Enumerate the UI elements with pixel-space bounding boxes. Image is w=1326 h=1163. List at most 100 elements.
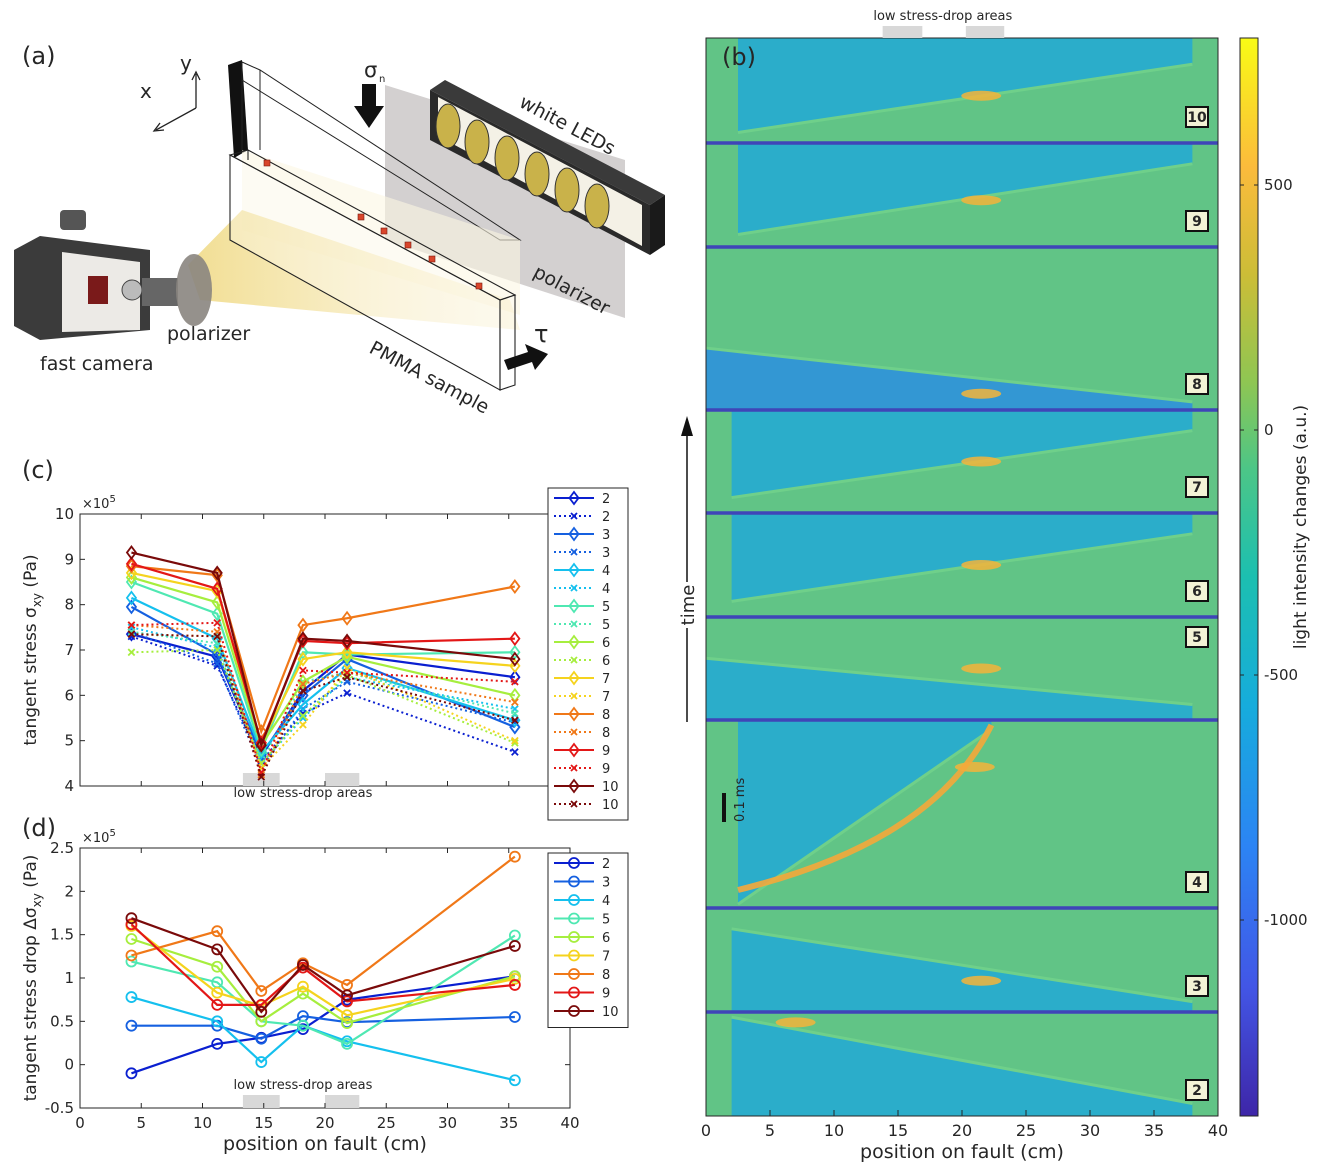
- y-tick-label: 1: [64, 969, 74, 987]
- x-tick-label: 30: [1080, 1121, 1100, 1140]
- event-strip-8: 8: [705, 247, 1218, 410]
- data-point: [257, 773, 266, 781]
- data-point: [211, 943, 224, 956]
- legend-marker: [568, 894, 580, 906]
- sigma-subscript: n: [379, 74, 385, 85]
- data-point: [511, 677, 519, 686]
- y-tick-label: 6: [64, 686, 74, 704]
- y-tick-label: 8: [64, 596, 74, 614]
- x-tick-label: 25: [377, 1114, 396, 1132]
- data-point: [297, 696, 309, 712]
- fast-camera: [14, 210, 212, 340]
- colorbar-tick-label: -500: [1264, 666, 1298, 684]
- legend-marker: [570, 548, 578, 556]
- y-axis-label-sub: xy: [30, 593, 44, 607]
- event-label: 8: [1192, 377, 1202, 393]
- series-line-3: [131, 630, 516, 770]
- series-line-9: [131, 621, 515, 776]
- series-line-2: [131, 975, 516, 1075]
- event-strip-7: 7: [706, 410, 1218, 513]
- data-point: [127, 648, 136, 657]
- event-strip-9: 9: [706, 143, 1218, 247]
- series-line-6: [131, 576, 516, 748]
- x-tick-label: 35: [1144, 1121, 1164, 1140]
- series-line-3: [131, 1014, 515, 1040]
- legend-marker: [568, 857, 580, 869]
- series-line-8: [131, 855, 516, 993]
- data-point: [299, 680, 307, 688]
- legend-marker: [568, 949, 580, 962]
- legend-marker: [568, 742, 580, 758]
- legend-entry: 9: [602, 762, 610, 777]
- data-point: [125, 912, 138, 925]
- data-point: [125, 955, 138, 968]
- legend-entry: 10: [602, 780, 619, 795]
- data-point: [509, 651, 521, 667]
- legend-marker: [568, 490, 580, 506]
- colorbar-label: light intensity changes (a.u.): [1291, 405, 1311, 649]
- data-point: [297, 980, 309, 993]
- x-tick-label: 15: [254, 1114, 273, 1132]
- data-point: [127, 628, 136, 636]
- data-point: [255, 1032, 268, 1045]
- data-point: [511, 698, 519, 706]
- panel-label-a: (a): [22, 42, 55, 70]
- y-axis-label-unit: (Pa): [21, 855, 41, 894]
- y-tick-label: 0.5: [50, 1012, 74, 1030]
- x-tick-label: 25: [1016, 1121, 1036, 1140]
- legend-marker: [570, 728, 578, 736]
- y-axis-label: tangent stress σxy (Pa): [21, 554, 44, 745]
- y-axis-label-unit: (Pa): [21, 554, 41, 593]
- sensor-array: [263, 159, 483, 290]
- low-stress-drop-band: [325, 1095, 360, 1108]
- x-tick-label: 35: [499, 1114, 518, 1132]
- exponent-power: 5: [109, 828, 115, 839]
- data-point: [299, 686, 307, 695]
- led: [584, 183, 610, 229]
- rupture-region: [731, 513, 1193, 602]
- event-label: 9: [1192, 214, 1202, 230]
- clamp: [228, 60, 248, 158]
- data-point: [125, 556, 138, 572]
- data-point: [511, 709, 519, 718]
- series-line-3: [130, 605, 516, 757]
- data-point: [343, 689, 351, 697]
- rupture-front: [705, 346, 1193, 404]
- low-stress-drop-band: [965, 26, 1005, 38]
- y-tick-label: 2.5: [50, 839, 74, 857]
- legend-marker: [568, 778, 580, 794]
- legend-entry: 4: [602, 564, 610, 579]
- legend-entry: 3: [602, 528, 610, 543]
- data-point: [341, 610, 353, 626]
- data-point: [341, 633, 353, 649]
- data-point: [255, 1056, 268, 1068]
- x-tick-label: 20: [952, 1121, 972, 1140]
- legend-marker: [568, 526, 580, 542]
- data-point: [297, 651, 309, 667]
- hot-spot: [961, 90, 1002, 101]
- data-point: [213, 659, 222, 668]
- data-point: [508, 972, 521, 985]
- series-line-5: [131, 934, 516, 1046]
- led: [494, 135, 520, 181]
- x-axis-label: position on fault (cm): [860, 1141, 1064, 1163]
- rupture-front: [705, 656, 1193, 707]
- time-label: time: [678, 585, 699, 626]
- legend-marker: [568, 1005, 580, 1017]
- data-point: [297, 987, 309, 1000]
- data-point: [297, 617, 309, 633]
- data-point: [211, 565, 223, 581]
- legend: 2 3 4 5 6 7 8 9 10: [547, 852, 629, 1028]
- data-point: [127, 621, 136, 629]
- legend: 2 2 3 3 4 4 5 5 6 6 7 7 8 8 9 9 10 10: [547, 487, 629, 821]
- data-point: [255, 1005, 268, 1018]
- data-point: [508, 940, 521, 952]
- data-point: [511, 716, 519, 725]
- event-label-box: [1185, 975, 1209, 997]
- rupture-region: [706, 348, 1193, 410]
- fast-camera-label: fast camera: [40, 353, 153, 375]
- y-tick-label: 1.5: [50, 926, 74, 944]
- rupture-front: [731, 532, 1193, 603]
- low-stress-drop-label: low stress-drop areas: [233, 786, 372, 801]
